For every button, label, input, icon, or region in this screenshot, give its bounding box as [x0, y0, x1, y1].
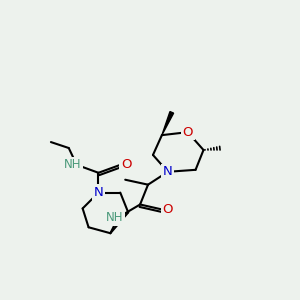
Polygon shape: [162, 112, 174, 135]
Text: O: O: [121, 158, 131, 171]
Text: O: O: [182, 126, 193, 139]
Text: N: N: [94, 186, 103, 199]
Text: N: N: [163, 165, 173, 178]
Text: O: O: [163, 203, 173, 216]
Text: NH: NH: [106, 211, 123, 224]
Text: NH: NH: [64, 158, 82, 171]
